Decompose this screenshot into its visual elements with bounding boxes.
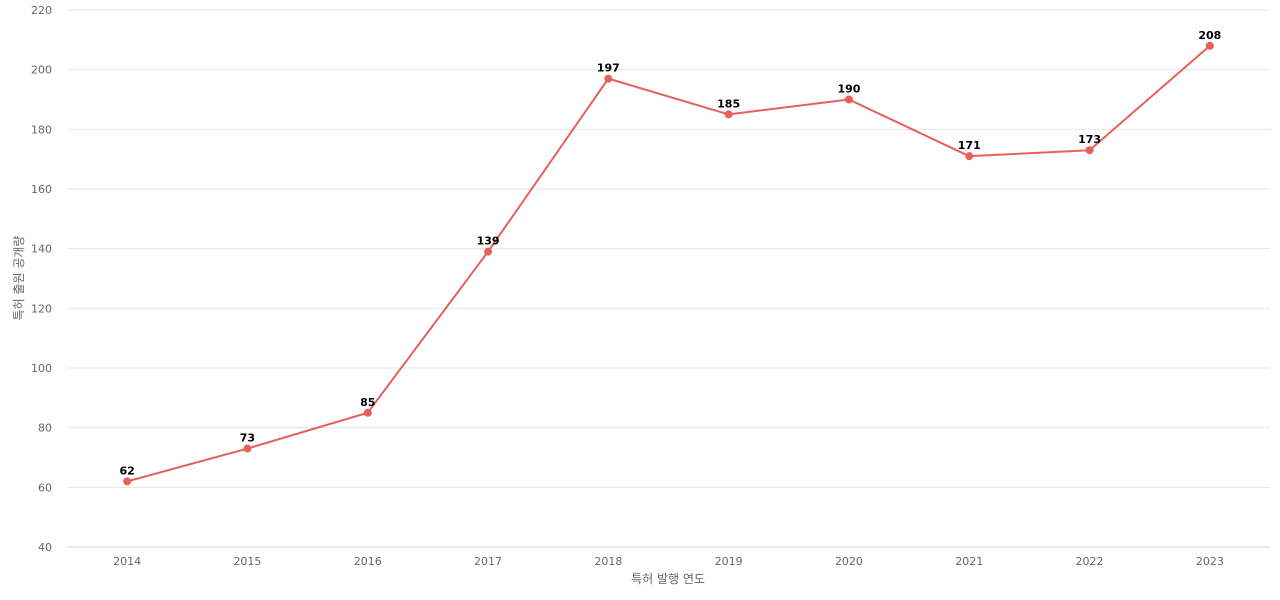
- data-label: 62: [119, 464, 134, 477]
- data-point[interactable]: [1085, 146, 1094, 155]
- y-tick-label: 200: [31, 64, 52, 77]
- x-tick-label: 2014: [113, 555, 141, 568]
- series-layer: [123, 41, 1214, 486]
- data-point[interactable]: [844, 95, 853, 104]
- y-tick-label: 80: [38, 422, 52, 435]
- x-tick-label: 2022: [1076, 555, 1104, 568]
- x-axis-title: 특허 발행 연도: [631, 571, 705, 586]
- x-tick-label: 2020: [835, 555, 863, 568]
- data-point[interactable]: [363, 408, 372, 417]
- x-tick-label: 2018: [594, 555, 622, 568]
- y-tick-label: 40: [38, 541, 52, 554]
- y-tick-label: 180: [31, 123, 52, 136]
- data-label: 173: [1078, 133, 1101, 146]
- x-tick-label: 2023: [1196, 555, 1224, 568]
- series-line: [126, 45, 1211, 483]
- data-point[interactable]: [965, 152, 974, 161]
- x-tick-label: 2016: [354, 555, 382, 568]
- y-tick-label: 60: [38, 481, 52, 494]
- data-label: 190: [837, 83, 860, 96]
- x-tick-label: 2017: [474, 555, 502, 568]
- data-labels: 62 73 85 139 197 185 190 171 173 208: [119, 29, 1221, 478]
- data-point[interactable]: [724, 110, 733, 119]
- data-label: 73: [240, 432, 255, 445]
- x-axis-ticks: 2014 2015 2016 2017 2018 2019 2020 2021 2022 2023: [113, 555, 1224, 568]
- data-point[interactable]: [123, 477, 132, 486]
- x-tick-label: 2021: [955, 555, 983, 568]
- x-tick-label: 2015: [233, 555, 261, 568]
- y-axis-title: 특허 출원 공개량: [12, 236, 26, 321]
- data-label: 85: [360, 396, 375, 409]
- y-tick-label: 120: [31, 302, 52, 315]
- data-label: 185: [717, 97, 740, 110]
- data-label: 171: [958, 139, 981, 152]
- data-point[interactable]: [1205, 41, 1214, 50]
- data-point[interactable]: [243, 444, 252, 453]
- y-tick-label: 140: [31, 243, 52, 256]
- grid-layer: [67, 9, 1270, 548]
- y-tick-label: 160: [31, 183, 52, 196]
- y-axis-ticks: 40 60 80 100 120 140 160 180 200 220: [31, 4, 52, 554]
- data-label: 208: [1198, 29, 1221, 42]
- data-point[interactable]: [604, 74, 613, 83]
- data-label: 197: [597, 62, 620, 75]
- data-label: 139: [477, 235, 500, 248]
- x-tick-label: 2019: [715, 555, 743, 568]
- data-point[interactable]: [484, 247, 493, 256]
- y-tick-label: 220: [31, 4, 52, 17]
- y-tick-label: 100: [31, 362, 52, 375]
